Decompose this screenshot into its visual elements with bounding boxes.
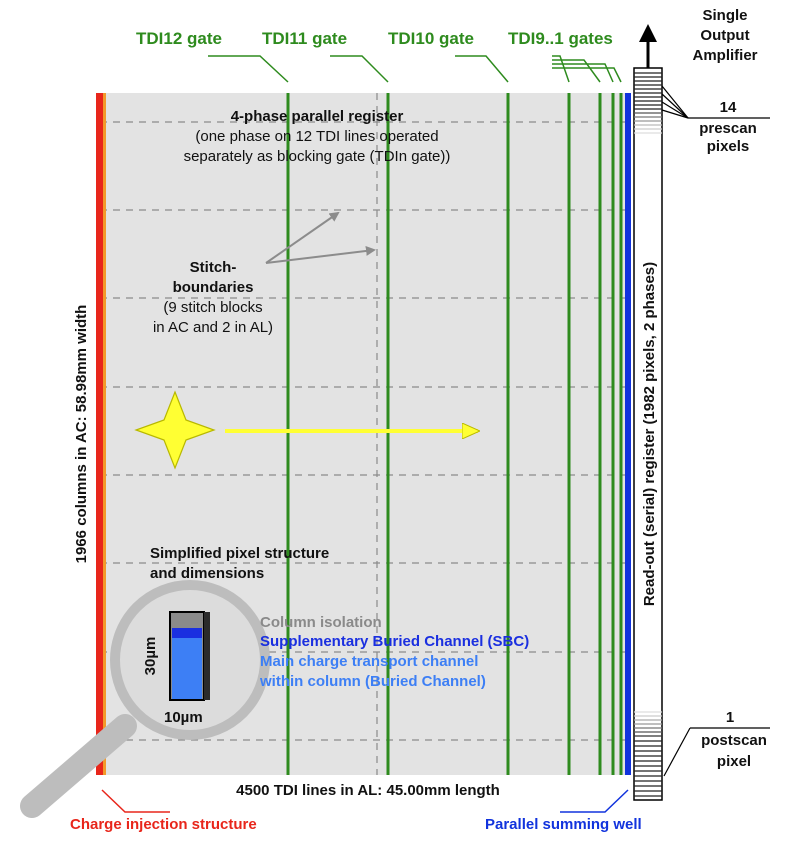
prescan-count: 14 [720,99,737,116]
stitch-line3: (9 stitch blocks [163,299,262,316]
sbc-band [172,628,202,638]
columns-label: 1966 columns in AC: 58.98mm width [73,305,90,564]
pixel-structure-line2: and dimensions [150,565,264,582]
gate-callouts [208,55,622,83]
output-arrow-head [639,24,657,42]
prescan-stripes [634,72,662,134]
amplifier-line3: Amplifier [692,47,757,64]
postscan-line2: pixel [717,753,751,770]
pixel-height-label: 30µm [142,637,159,676]
star-icon [134,390,216,470]
parallel-register-line2: (one phase on 12 TDI lines operated [195,128,438,145]
stitch-line4: in AC and 2 in AL) [153,319,273,336]
postscan-count: 1 [726,709,734,726]
charge-injection-structure [96,93,105,775]
tdi10-gate-label: TDI10 gate [388,29,474,48]
postscan-callout-lines [663,727,770,777]
pixel-width-label: 10µm [164,709,203,726]
stitch-line1: Stitch- [190,259,237,276]
postscan-line1: postscan [701,732,767,749]
parallel-register-line3: separately as blocking gate (TDIn gate)) [184,148,451,165]
stitch-arrows [265,211,376,264]
tdi-lines-label: 4500 TDI lines in AL: 45.00mm length [236,782,500,799]
charge-injection-callout [101,789,170,813]
stitch-line2: boundaries [173,279,254,296]
legend-column-isolation: Column isolation [260,614,382,631]
prescan-callout-lines [661,85,770,119]
pixel-structure-line1: Simplified pixel structure [150,545,329,562]
legend-main-line1: Main charge transport channel [260,653,478,670]
legend-main-line2: within column (Buried Channel) [259,673,486,690]
tdi11-gate-label: TDI11 gate [262,29,347,48]
summing-well-label: Parallel summing well [485,816,642,833]
amplifier-line1: Single [702,7,747,24]
postscan-stripes [634,711,662,797]
readout-register [633,67,663,801]
legend-sbc: Supplementary Buried Channel (SBC) [260,633,529,650]
tdi9-1-gates-label: TDI9..1 gates [508,29,613,48]
stitch-lines-horizontal [100,121,630,741]
parallel-register-title: 4-phase parallel register [231,108,404,125]
prescan-line2: pixels [707,138,750,155]
tdi12-gate-label: TDI12 gate [136,29,222,48]
tdi-gate-lines [286,93,623,775]
charge-injection-label: Charge injection structure [70,816,257,833]
prescan-line1: prescan [699,120,757,137]
parallel-summing-well [625,93,631,775]
readout-register-label: Read-out (serial) register (1982 pixels,… [641,262,658,606]
summing-well-callout [560,789,629,813]
amplifier-line2: Output [700,27,749,44]
magnifier-handle [20,714,137,818]
buried-channel [172,636,202,700]
